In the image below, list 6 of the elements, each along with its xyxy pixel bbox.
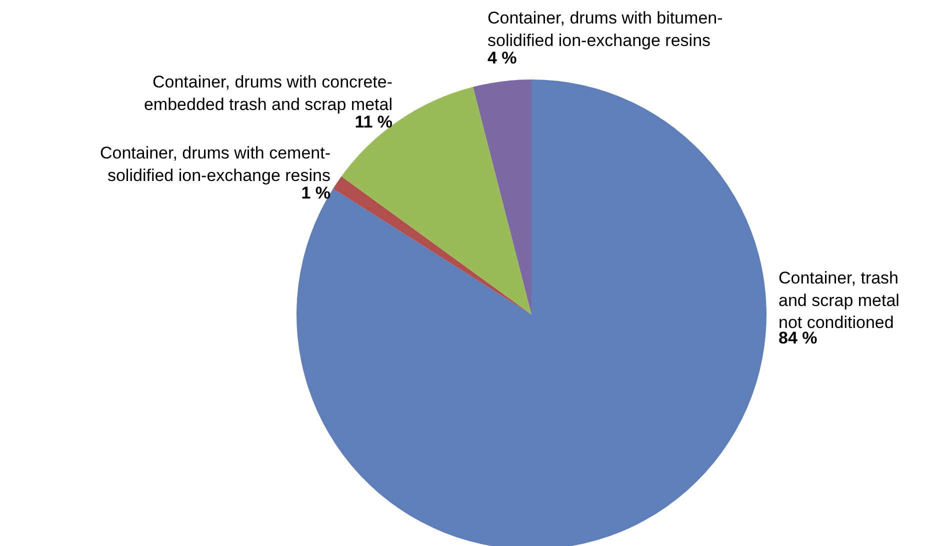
data-label: 4 % [488,48,517,68]
slice-label: Container, drums with concrete- embedded trash and scrap metal [144,72,393,114]
slice-label: Container, drums with bitumen- solidified ion-exchange resins [488,8,723,50]
data-label: 11 % [354,112,392,132]
data-label: 1 % [301,184,331,202]
slice-label: Container, drums with cement- solidified ion-exchange resins [100,144,331,185]
